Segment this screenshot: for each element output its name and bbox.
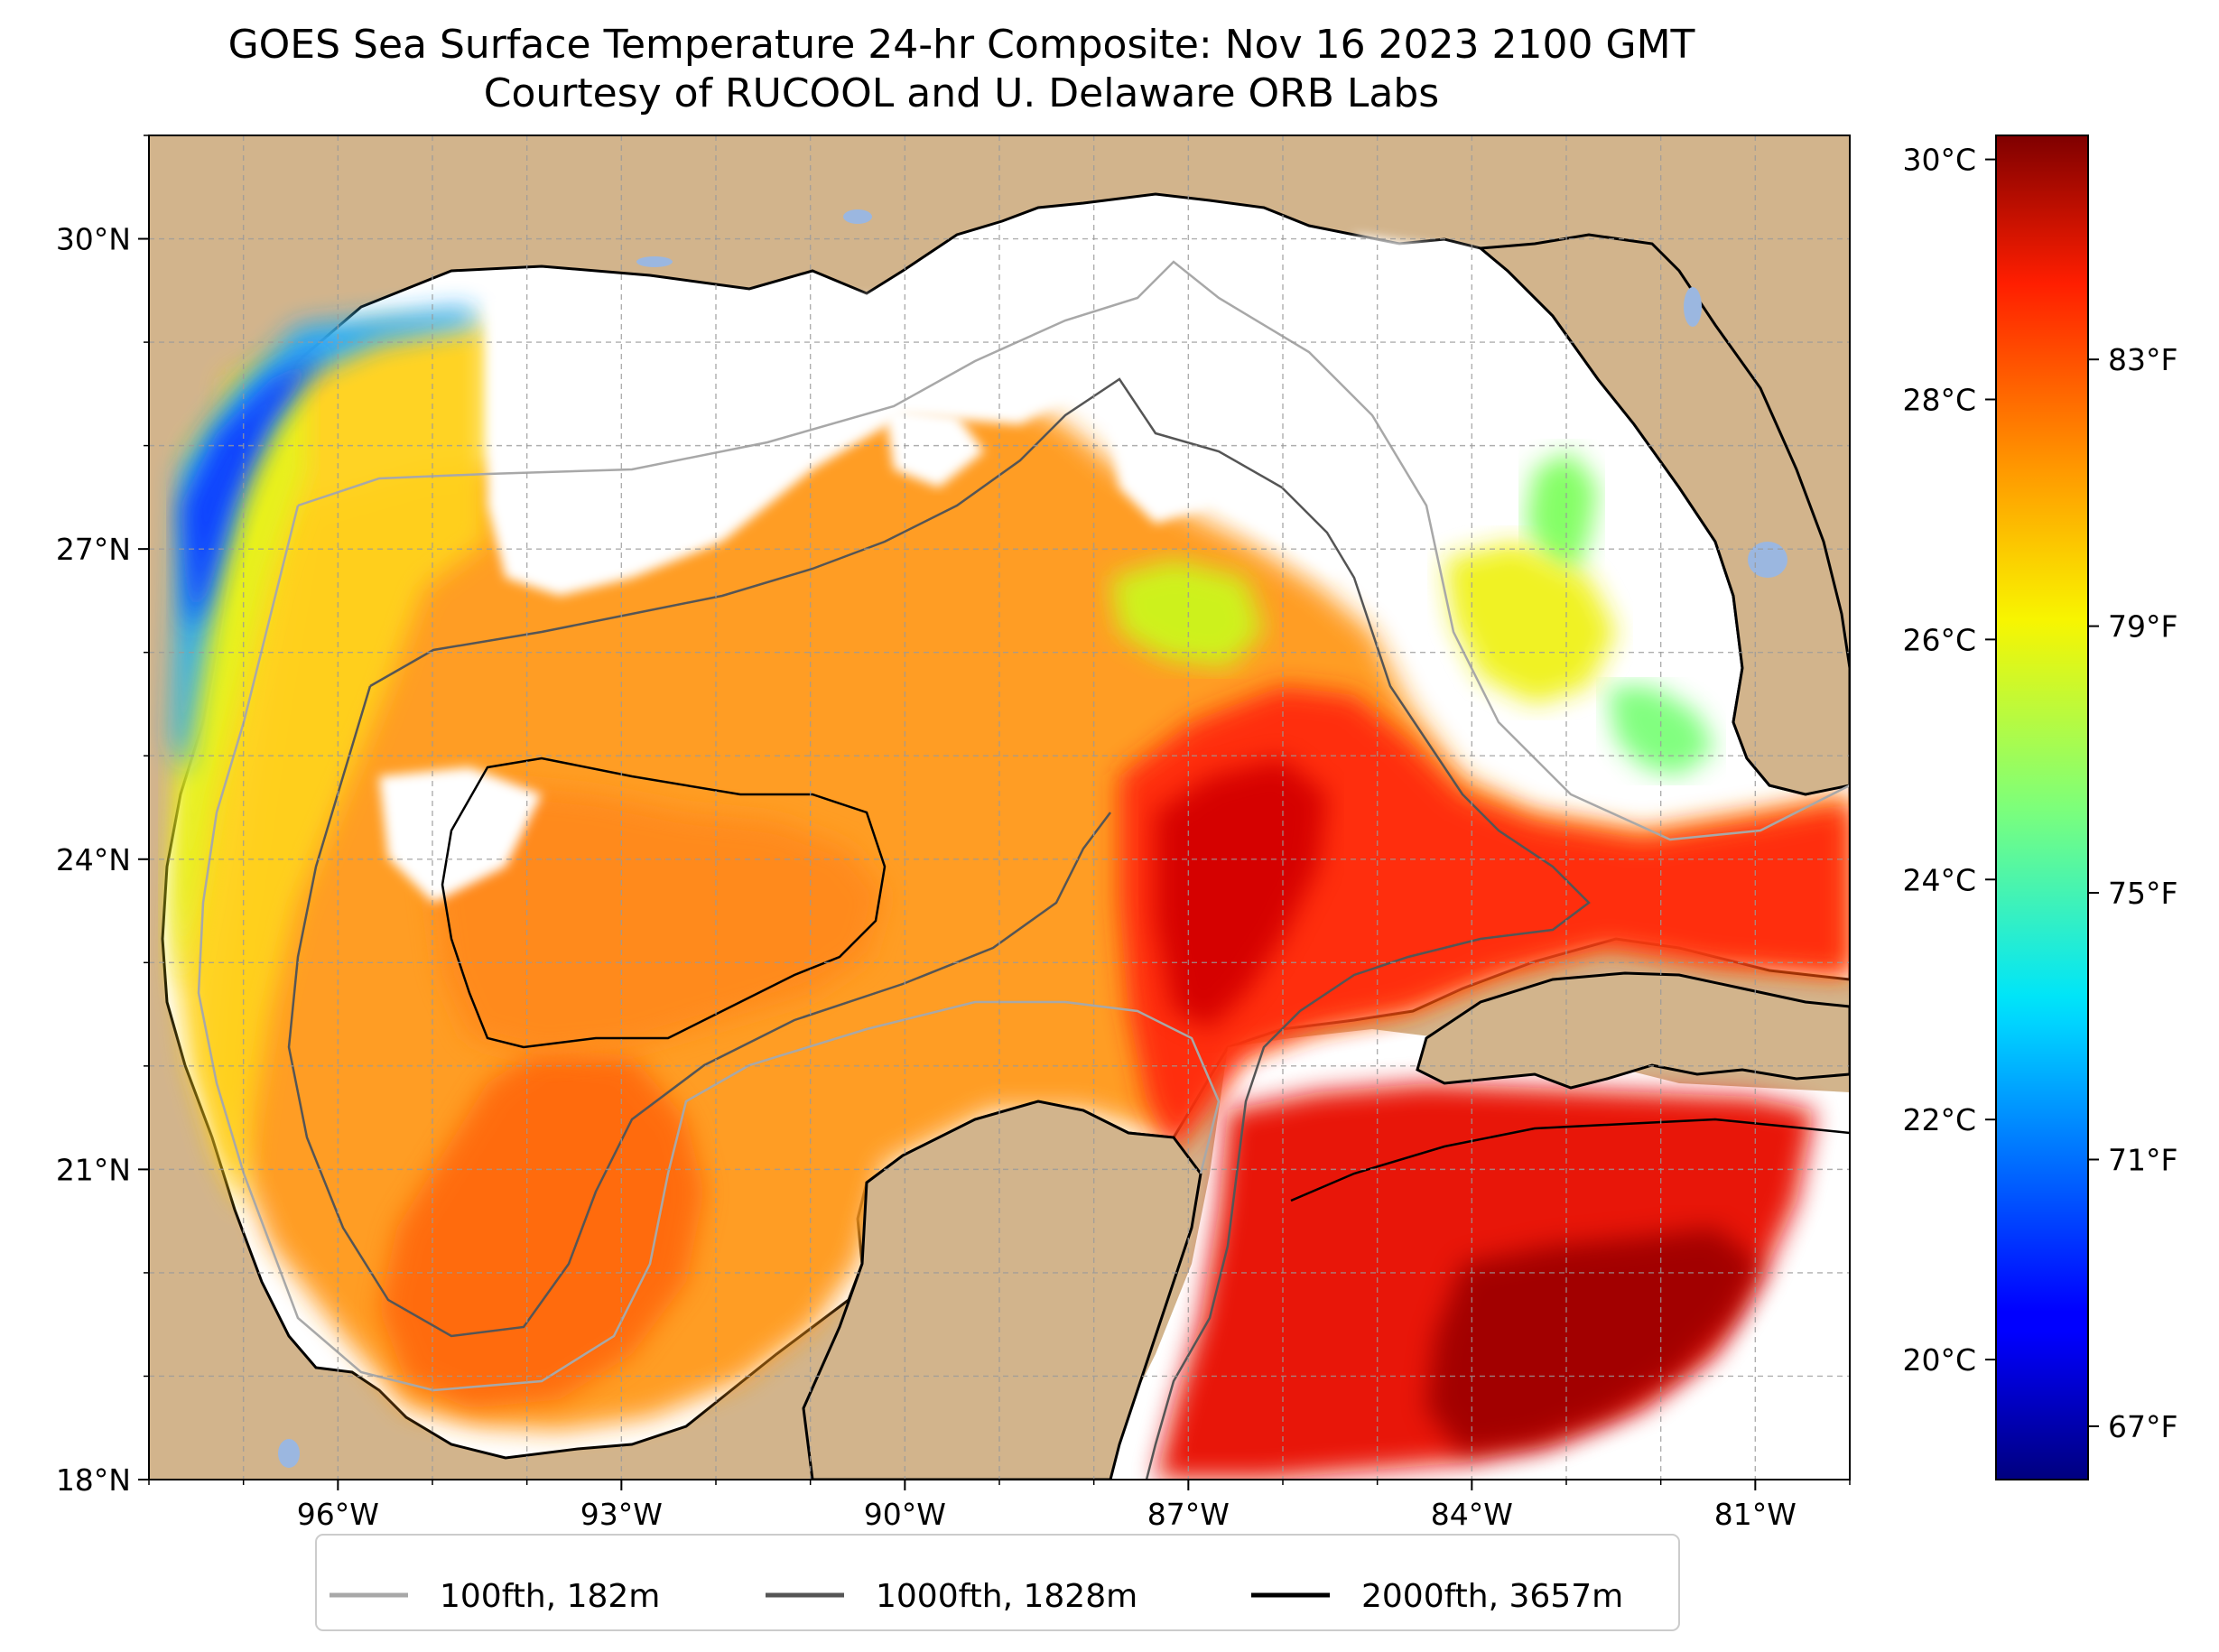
celsius-tick-label: 20°C [1902, 1342, 1976, 1378]
lon-tick-label: 93°W [580, 1497, 663, 1532]
no-data-gap-3 [379, 767, 542, 903]
lake-texas [636, 256, 673, 267]
lake-mexico [278, 1439, 300, 1468]
chart-title-line1: GOES Sea Surface Temperature 24-hr Compo… [228, 22, 1695, 68]
chart-title-line2: Courtesy of RUCOOL and U. Delaware ORB L… [484, 70, 1439, 116]
no-data-gap-4 [885, 406, 984, 487]
celsius-tick-label: 24°C [1902, 862, 1976, 897]
gridlines [149, 135, 1850, 1480]
contour-100fth [297, 260, 1850, 841]
lat-tick-label: 21°N [56, 1152, 131, 1187]
map-panel [149, 135, 1850, 1480]
fahrenheit-tick-label: 83°F [2108, 342, 2177, 377]
florida-peninsula [1477, 233, 1850, 796]
celsius-tick-label: 30°C [1902, 143, 1976, 178]
lon-tick-label: 81°W [1714, 1497, 1797, 1532]
lon-tick-label: 90°W [864, 1497, 946, 1532]
sst-region-14 [1110, 560, 1264, 668]
lon-tick-label: 84°W [1431, 1497, 1513, 1532]
legend-label-1000fth: 1000fth, 1828m [876, 1578, 1137, 1615]
no-data-gap-5 [1110, 406, 1228, 524]
celsius-tick-label: 28°C [1902, 382, 1976, 417]
legend-box [315, 1534, 1680, 1631]
lat-tick-label: 27°N [56, 532, 131, 567]
sst-region-13 [1444, 542, 1616, 704]
sst-region-4 [181, 352, 325, 632]
legend-label-2000fth: 2000fth, 3657m [1361, 1578, 1623, 1615]
contour-100fth-west [197, 505, 1221, 1392]
contour-1000fth [369, 377, 1591, 1480]
lat-tick-label: 24°N [56, 842, 131, 877]
contour-1000fth-west [287, 685, 1111, 1338]
yucatan-peninsula [802, 1100, 1202, 1480]
lat-tick-label: 30°N [56, 222, 131, 257]
celsius-tick-label: 22°C [1902, 1102, 1976, 1137]
lake-pontchartrain [843, 209, 872, 224]
lon-tick-label: 96°W [297, 1497, 379, 1532]
lake-okeechobee [1748, 542, 1787, 578]
contour-2000fth [441, 756, 887, 1049]
lat-tick-label: 18°N [56, 1462, 131, 1498]
colorbar-celsius-ticks: 30°C 28°C 26°C 24°C 22°C 20°C [1902, 143, 1996, 1378]
bathymetry-contours [197, 260, 1850, 1480]
sst-region-11 [1526, 451, 1598, 578]
fahrenheit-tick-label: 71°F [2108, 1142, 2177, 1177]
colorbar-fahrenheit-ticks: 83°F 79°F 75°F 71°F 67°F [2088, 342, 2177, 1444]
lake-florida [1684, 287, 1702, 327]
cuba-island [1416, 971, 1850, 1090]
sst-region-6 [1156, 758, 1327, 1029]
contour-2000fth-caribbean [1290, 1118, 1850, 1202]
sst-region-8 [1426, 1228, 1760, 1453]
colorbar: 30°C 28°C 26°C 24°C 22°C 20°C 83°F 79°F 75°F 71°… [1902, 135, 2177, 1480]
fahrenheit-tick-label: 79°F [2108, 609, 2177, 645]
colorbar-gradient [1995, 135, 2089, 1480]
no-data-gap-2 [1354, 235, 1553, 451]
latitude-ticks: 30°N 27°N 24°N 21°N 18°N [56, 135, 149, 1498]
legend: 100fth, 182m 1000fth, 1828m 2000fth, 365… [315, 1534, 1680, 1631]
legend-label-100fth: 100fth, 182m [440, 1578, 660, 1615]
celsius-tick-label: 26°C [1902, 622, 1976, 657]
fahrenheit-tick-label: 75°F [2108, 876, 2177, 911]
lon-tick-label: 87°W [1147, 1497, 1230, 1532]
no-data-gap-0 [487, 298, 1083, 596]
fahrenheit-tick-label: 67°F [2108, 1409, 2177, 1444]
longitude-ticks: 96°W 93°W 90°W 87°W 84°W 81°W [148, 1480, 1851, 1532]
